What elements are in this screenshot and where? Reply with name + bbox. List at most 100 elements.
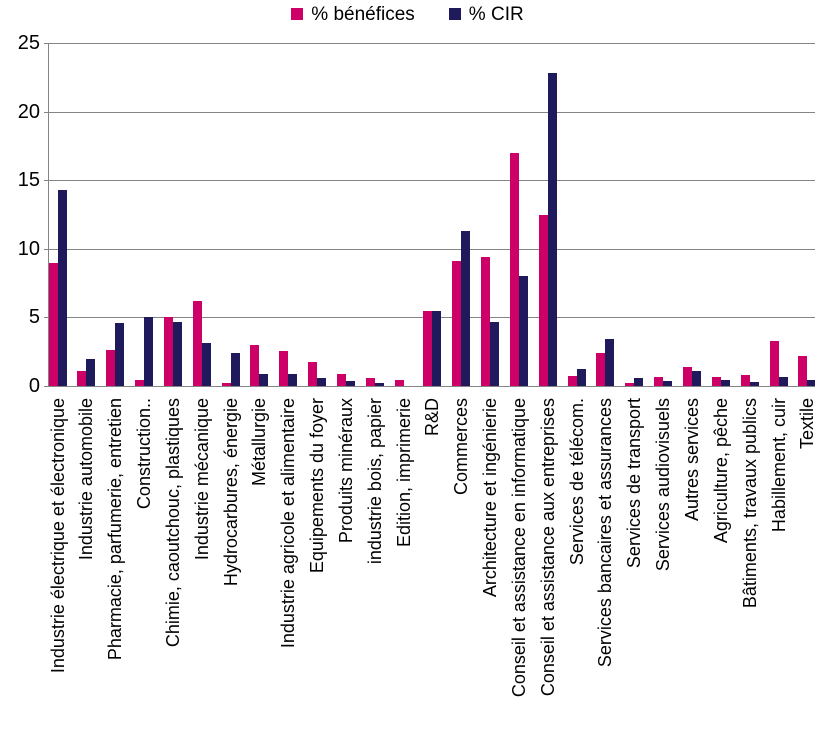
bar-cir <box>317 377 327 386</box>
legend-label-cir: % CIR <box>468 3 524 25</box>
bar-benefices <box>365 377 375 386</box>
x-axis-label: Textile <box>797 398 815 450</box>
bar-cir <box>576 368 586 386</box>
bar-cir <box>230 353 240 386</box>
axis-tick <box>44 180 48 182</box>
bar-cir <box>691 370 701 386</box>
x-axis-label: Industrie mécanique <box>191 398 212 561</box>
gridline <box>48 180 815 182</box>
bar-benefices <box>221 383 231 386</box>
x-axis-label: Services audiovisuels <box>653 398 674 572</box>
bar-cir <box>144 317 154 386</box>
gridline <box>48 111 815 113</box>
bar-benefices <box>192 300 202 386</box>
bar-cir <box>547 73 557 386</box>
bar-cir <box>749 381 759 386</box>
bar-cir <box>432 310 442 386</box>
legend-item-cir: % CIR <box>448 3 524 25</box>
bar-benefices <box>509 152 519 386</box>
x-axis-label: Autres services <box>681 398 702 522</box>
bar-cir <box>345 381 355 386</box>
bar-benefices <box>798 355 808 386</box>
bar-cir <box>634 378 644 386</box>
x-axis-label: Industrie agricole et alimentaire <box>278 398 299 649</box>
bar-benefices <box>279 351 289 386</box>
x-axis-label: Habillement, cuir <box>768 398 789 533</box>
bar-cir <box>778 377 788 386</box>
x-axis-label: industrie bois, papier <box>364 398 385 565</box>
bar-benefices <box>769 340 779 386</box>
bar-cir <box>807 379 815 386</box>
bar-cir <box>605 338 615 386</box>
bar-cir <box>201 343 211 386</box>
gridline <box>48 248 815 250</box>
legend-label-benefices: % bénéfices <box>311 3 415 25</box>
x-axis-label: Services de transport <box>624 398 645 569</box>
bar-cir <box>374 382 384 386</box>
bar-benefices <box>308 361 318 386</box>
gridline <box>48 43 815 44</box>
bar-benefices <box>394 379 404 386</box>
x-axis-line <box>44 386 815 387</box>
y-axis-tick-label: 0 <box>28 375 40 397</box>
bar-benefices <box>538 214 548 386</box>
y-axis-tick-label: 5 <box>28 306 40 329</box>
x-axis-label: Equipements du foyer <box>307 398 328 574</box>
x-axis-label: Industrie automobile <box>76 398 97 561</box>
bar-benefices <box>740 375 750 386</box>
y-axis-tick-label: 15 <box>17 169 40 192</box>
bar-cir <box>490 322 500 386</box>
bar-cir <box>259 373 269 386</box>
bar-cir <box>57 189 67 386</box>
x-axis-label: Commerces <box>451 398 472 496</box>
x-axis-label: Métallurgie <box>249 398 270 487</box>
y-axis-tick-label: 20 <box>17 100 40 123</box>
bar-benefices <box>163 317 173 386</box>
bar-benefices <box>77 370 87 386</box>
y-axis-tick-label: 10 <box>17 237 40 260</box>
bar-benefices <box>682 367 692 386</box>
bar-benefices <box>596 353 606 386</box>
x-axis-label: Industrie électrique et électronique <box>47 398 68 674</box>
legend-item-benefices: % bénéfices <box>291 5 415 24</box>
bar-benefices <box>481 257 491 386</box>
x-axis-label: Construction.. <box>134 398 155 510</box>
bar-cir <box>172 322 182 386</box>
x-axis-label: Services bancaires et assurances <box>595 398 616 668</box>
bar-benefices <box>423 310 433 386</box>
x-axis-label: Agriculture, pêche <box>710 398 731 544</box>
y-axis-line <box>48 43 49 387</box>
y-axis-tick-label: 25 <box>17 32 40 54</box>
bar-benefices <box>336 373 346 386</box>
bar-benefices <box>250 344 260 386</box>
bar-benefices <box>48 262 58 386</box>
bar-cir <box>115 322 125 386</box>
x-axis-label: Services de télécom. <box>566 398 587 566</box>
x-axis-label: Conseil et assistance en informatique <box>508 398 529 698</box>
x-axis-label: Chimie, caoutchouc, plastiques <box>162 398 183 648</box>
x-axis-label: Architecture et ingénierie <box>480 398 501 598</box>
bar-benefices <box>711 377 721 386</box>
x-axis-label: R&D <box>422 398 443 437</box>
bar-cir <box>663 381 673 386</box>
axis-tick <box>44 317 48 319</box>
axis-tick <box>44 248 48 250</box>
axis-tick <box>44 43 48 44</box>
bar-benefices <box>567 375 577 386</box>
legend-swatch-cir <box>448 8 461 20</box>
bar-cir <box>86 358 96 386</box>
bar-benefices <box>625 383 635 386</box>
x-axis-label: Produits minéraux <box>335 398 356 544</box>
legend: % bénéfices % CIR <box>0 2 815 26</box>
bar-benefices <box>135 379 145 386</box>
bar-benefices <box>654 377 664 386</box>
legend-swatch-benefices <box>291 8 304 20</box>
bar-cir <box>720 379 730 386</box>
bar-benefices <box>106 350 116 386</box>
x-axis-label: Bâtiments, travaux publics <box>739 398 760 609</box>
x-axis-label: Pharmacie, parfumerie, entretien <box>105 398 126 661</box>
bar-benefices <box>452 261 462 386</box>
x-axis-label: Hydrocarbures, énergie <box>220 398 241 587</box>
